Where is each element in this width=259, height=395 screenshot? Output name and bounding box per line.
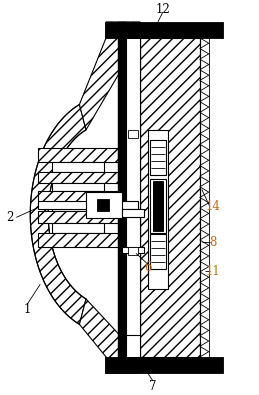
Bar bbox=[38, 201, 138, 209]
Bar bbox=[150, 234, 166, 269]
Text: 12: 12 bbox=[156, 4, 170, 17]
Polygon shape bbox=[30, 104, 86, 324]
Bar bbox=[52, 184, 104, 192]
Bar bbox=[150, 139, 166, 175]
Text: 8: 8 bbox=[209, 236, 217, 249]
Text: 7: 7 bbox=[149, 380, 157, 393]
Text: 1: 1 bbox=[24, 303, 31, 316]
Polygon shape bbox=[80, 22, 140, 130]
Bar bbox=[38, 192, 118, 203]
Bar bbox=[153, 181, 163, 231]
Bar bbox=[128, 247, 138, 255]
Bar bbox=[126, 215, 140, 335]
Bar bbox=[38, 148, 118, 162]
Bar bbox=[52, 162, 104, 171]
Bar bbox=[105, 22, 223, 38]
Bar bbox=[38, 171, 118, 184]
Bar bbox=[38, 211, 118, 223]
Bar bbox=[52, 223, 104, 233]
Text: 6: 6 bbox=[144, 261, 152, 274]
Bar bbox=[140, 38, 200, 357]
Bar bbox=[128, 130, 138, 137]
Bar bbox=[122, 247, 144, 253]
Bar bbox=[126, 38, 140, 357]
Bar bbox=[122, 209, 144, 217]
Bar bbox=[150, 179, 166, 233]
Polygon shape bbox=[80, 299, 140, 373]
Bar bbox=[105, 357, 223, 373]
Bar bbox=[86, 192, 122, 218]
Text: 14: 14 bbox=[205, 200, 220, 213]
Bar bbox=[97, 199, 109, 211]
Bar bbox=[52, 203, 104, 211]
Bar bbox=[148, 130, 168, 289]
Bar bbox=[90, 196, 118, 215]
Text: 11: 11 bbox=[205, 265, 220, 278]
Bar bbox=[118, 22, 126, 373]
Bar bbox=[38, 233, 118, 247]
Text: 2: 2 bbox=[7, 211, 14, 224]
Bar bbox=[153, 184, 163, 229]
